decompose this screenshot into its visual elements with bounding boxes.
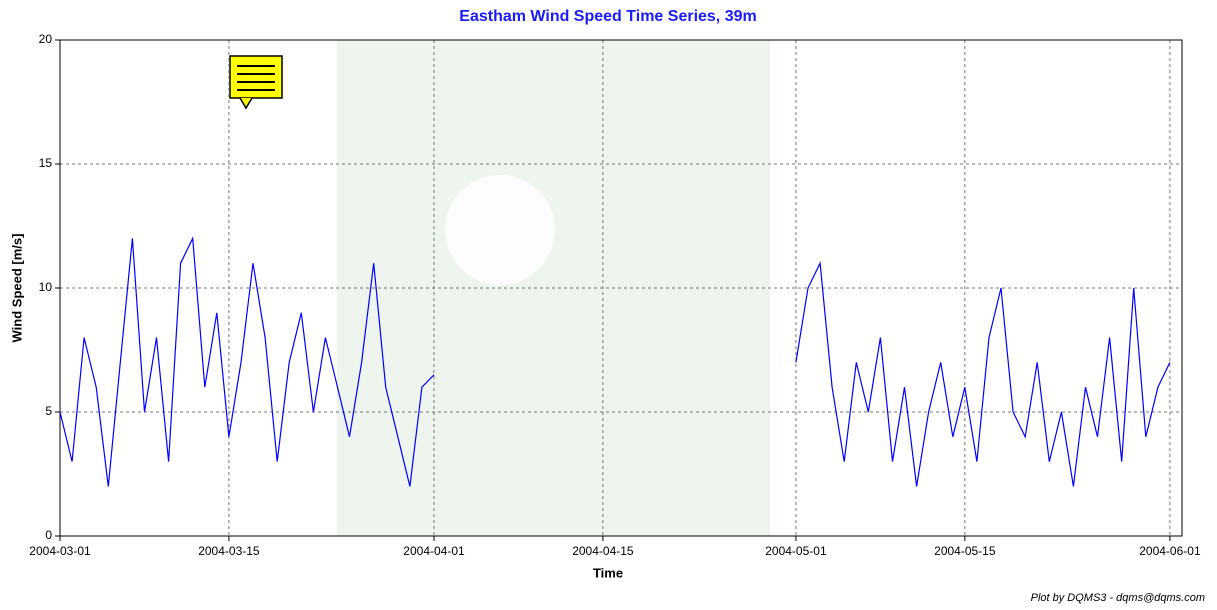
x-tick-label: 2004-04-01 xyxy=(403,544,465,558)
y-tick-label: 5 xyxy=(45,404,52,418)
y-tick-label: 10 xyxy=(39,280,53,294)
x-tick-label: 2004-05-15 xyxy=(934,544,996,558)
x-tick-label: 2004-03-15 xyxy=(198,544,260,558)
y-tick-label: 15 xyxy=(39,156,53,170)
x-tick-label: 2004-04-15 xyxy=(572,544,634,558)
x-axis-title: Time xyxy=(593,565,623,580)
watermark-hub xyxy=(445,175,555,285)
y-tick-label: 20 xyxy=(39,32,53,46)
x-tick-label: 2004-05-01 xyxy=(765,544,827,558)
footer: Plot by DQMS3 - dqms@dqms.com xyxy=(1031,592,1205,604)
y-axis-title: Wind Speed [m/s] xyxy=(9,234,24,343)
x-tick-label: 2004-06-01 xyxy=(1139,544,1201,558)
chart-title: Eastham Wind Speed Time Series, 39m xyxy=(459,8,756,25)
x-tick-label: 2004-03-01 xyxy=(29,544,91,558)
y-tick-label: 0 xyxy=(45,528,52,542)
note-icon xyxy=(230,56,282,108)
chart: Eastham Wind Speed Time Series, 39m Time… xyxy=(0,0,1217,610)
